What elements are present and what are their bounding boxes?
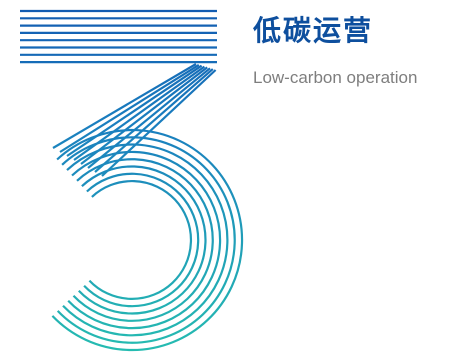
section-subtitle: Low-carbon operation bbox=[253, 68, 418, 87]
section-title: 低碳运营 bbox=[253, 14, 374, 47]
bowl-stripe bbox=[62, 143, 229, 337]
diagonal-stripe bbox=[94, 68, 214, 173]
bowl-stripe bbox=[51, 128, 244, 352]
diagonal-stripe bbox=[80, 66, 208, 165]
diagonal-stripe bbox=[66, 64, 203, 157]
diagonal-stripe bbox=[59, 63, 200, 153]
diagonal-stripe bbox=[52, 63, 197, 149]
bowl-stripe bbox=[56, 136, 236, 344]
bowl-stripe bbox=[83, 172, 200, 308]
bowl-stripe bbox=[72, 158, 214, 322]
diagonal-stripe bbox=[73, 65, 206, 161]
bowl-stripe bbox=[67, 150, 222, 330]
bowl-stripe bbox=[88, 179, 193, 300]
diagonal-stripe bbox=[87, 67, 211, 169]
bowl-stripe bbox=[78, 165, 207, 315]
diagonal-stripe bbox=[101, 69, 217, 177]
